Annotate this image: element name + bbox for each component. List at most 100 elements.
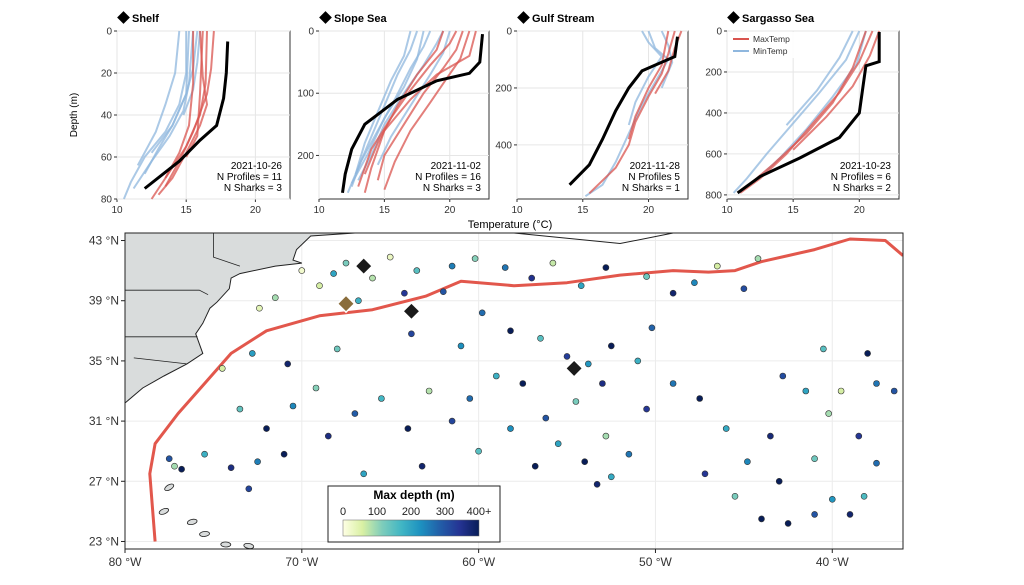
shark-location-point xyxy=(775,477,783,485)
y-tick-label: 0 xyxy=(716,27,722,38)
shark-location-point xyxy=(263,425,270,432)
shark-location-point xyxy=(324,432,332,440)
shark-location-point xyxy=(701,470,709,478)
shark-location-point xyxy=(254,458,261,466)
colorbar-title: Max depth (m) xyxy=(373,488,454,502)
shark-location-point xyxy=(219,365,226,372)
lon-tick-label: 60 °W xyxy=(462,555,495,569)
y-tick-label: 200 xyxy=(705,67,722,78)
shark-location-point xyxy=(754,255,762,262)
mean-profile-line xyxy=(736,32,881,195)
panel-annotation: N Profiles = 16 xyxy=(415,172,481,183)
panel-annotation: N Profiles 5 xyxy=(628,172,680,183)
max-temp-profile xyxy=(363,30,477,194)
shark-location-point xyxy=(245,485,253,493)
y-tick-label: 800 xyxy=(705,190,722,201)
x-tick-label: 15 xyxy=(788,205,800,216)
y-tick-label: 0 xyxy=(106,27,112,38)
x-tick-label: 10 xyxy=(721,205,733,216)
shark-location-point xyxy=(744,458,751,466)
profile-panel-0: Shelf 10 15 20 0 20 40 60 80 2021-10-26N Profiles… xyxy=(69,11,291,216)
legend-label: MinTemp xyxy=(753,46,788,56)
min-temp-profile xyxy=(354,30,412,175)
shark-location-point xyxy=(501,264,509,271)
lon-tick-label: 50 °W xyxy=(639,555,672,569)
min-temp-profile xyxy=(357,30,445,181)
shark-location-point xyxy=(401,289,408,297)
shark-location-point xyxy=(478,309,486,317)
x-tick-label: 15 xyxy=(181,205,193,216)
shark-location-point xyxy=(581,458,589,466)
shark-location-point xyxy=(669,289,677,297)
panel-title: Slope Sea xyxy=(334,13,387,25)
legend: MaxTemp MinTemp xyxy=(729,32,807,58)
region-diamond-icon xyxy=(319,11,332,24)
shark-location-point xyxy=(593,480,601,488)
y-tick-label: 100 xyxy=(297,89,314,100)
max-temp-profile xyxy=(792,30,881,151)
x-tick-label: 20 xyxy=(250,205,262,216)
shark-location-point xyxy=(201,450,208,458)
shark-location-point xyxy=(256,304,263,312)
x-tick-label: 20 xyxy=(444,205,456,216)
min-temp-profile xyxy=(785,30,854,126)
shark-location-point xyxy=(740,285,748,293)
shark-location-point xyxy=(696,395,704,402)
shark-location-point xyxy=(722,425,730,432)
shark-location-point xyxy=(572,398,580,405)
panel-annotation: 2021-11-28 xyxy=(630,161,681,172)
min-temp-profile xyxy=(350,30,432,187)
max-temp-profile xyxy=(376,30,464,181)
panel-frame xyxy=(726,30,900,200)
colorbar-tick-label: 300 xyxy=(436,506,454,518)
shark-location-point xyxy=(448,262,456,270)
colorbar-tick-label: 0 xyxy=(340,506,346,518)
panel-title: Shelf xyxy=(132,13,159,25)
x-tick-label: 15 xyxy=(379,205,391,216)
bahamas-island xyxy=(243,542,255,549)
shark-location-point xyxy=(342,259,350,267)
x-tick-label: 10 xyxy=(313,205,325,216)
region-diamond-icon xyxy=(117,11,130,24)
lon-tick-label: 70 °W xyxy=(285,555,318,569)
lat-tick-label: 31 °N xyxy=(89,414,119,428)
x-tick-label: 20 xyxy=(854,205,866,216)
shark-location-point xyxy=(351,410,359,417)
shark-location-point xyxy=(767,432,774,440)
map-panel: 80 °W 70 °W 60 °W 50 °W 40 °W 23 °N 27 °N 31 °N… xyxy=(89,232,904,569)
y-tick-label: 20 xyxy=(101,69,113,80)
shark-location-point xyxy=(577,282,585,290)
shark-location-point xyxy=(554,440,562,448)
shark-location-point xyxy=(860,492,868,500)
shark-location-point xyxy=(549,259,557,267)
region-marker-shelf xyxy=(336,294,356,314)
shark-location-point xyxy=(602,264,610,271)
mean-profile-line xyxy=(143,41,230,190)
max-temp-profile xyxy=(157,30,209,196)
map-content xyxy=(125,233,903,549)
shark-location-point xyxy=(507,327,514,335)
y-tick-label: 400 xyxy=(705,108,722,119)
x-tick-label: 15 xyxy=(577,205,589,216)
shark-location-point xyxy=(507,425,514,432)
shark-location-point xyxy=(643,405,650,413)
shark-location-point xyxy=(607,473,615,481)
lat-tick-label: 23 °N xyxy=(89,534,119,548)
lon-tick-label: 40 °W xyxy=(816,555,849,569)
shark-location-point xyxy=(227,464,235,472)
shark-location-point xyxy=(404,425,412,432)
shark-location-point xyxy=(492,372,500,380)
shark-location-point xyxy=(330,270,337,277)
panel-annotation: N Sharks = 2 xyxy=(833,183,892,194)
y-tick-label: 60 xyxy=(101,153,113,164)
y-tick-label: 400 xyxy=(495,140,512,151)
shark-location-point xyxy=(855,432,863,440)
shark-location-point xyxy=(873,380,880,387)
max-temp-profile xyxy=(739,30,874,194)
shark-location-point xyxy=(475,447,482,455)
x-tick-label: 10 xyxy=(111,205,123,216)
legend-label: MaxTemp xyxy=(753,34,790,44)
shark-location-point xyxy=(284,360,292,368)
